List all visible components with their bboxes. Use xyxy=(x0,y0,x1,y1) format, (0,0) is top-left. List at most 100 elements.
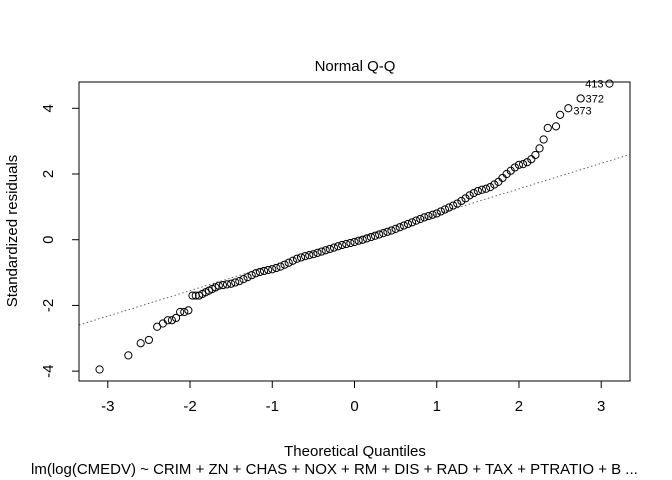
data-point xyxy=(95,365,104,374)
data-point xyxy=(477,185,487,194)
data-point xyxy=(510,163,519,172)
data-point xyxy=(231,278,240,287)
data-point xyxy=(440,205,450,214)
data-point xyxy=(176,307,185,317)
data-point xyxy=(329,243,339,252)
data-point xyxy=(288,256,297,265)
data-point xyxy=(280,260,289,269)
data-point xyxy=(180,307,189,317)
data-point xyxy=(416,214,425,224)
data-point xyxy=(321,246,330,255)
data-point xyxy=(292,254,302,263)
data-point xyxy=(218,280,228,290)
data-point xyxy=(486,183,495,192)
data-point xyxy=(518,160,528,169)
data-point xyxy=(387,226,396,235)
plot-frame xyxy=(78,81,631,382)
data-point xyxy=(605,79,614,88)
data-point xyxy=(358,235,367,244)
reference-line xyxy=(79,153,630,326)
data-point xyxy=(272,263,281,273)
x-tick-label: -1 xyxy=(266,398,279,415)
y-tick-label: -2 xyxy=(40,299,57,312)
x-tick-label: -3 xyxy=(101,398,114,415)
data-point xyxy=(309,250,318,259)
data-point xyxy=(432,209,441,218)
data-point xyxy=(403,219,413,229)
y-tick-label: 4 xyxy=(40,104,57,112)
data-point xyxy=(531,150,540,160)
x-tick-label: 0 xyxy=(350,398,358,415)
data-point xyxy=(305,251,314,260)
y-axis-label: Standardized residuals xyxy=(4,155,21,308)
data-point xyxy=(399,221,408,230)
y-tick-label: 2 xyxy=(40,170,57,178)
data-point xyxy=(171,313,181,323)
data-point xyxy=(255,267,265,277)
data-point xyxy=(144,335,154,345)
data-point xyxy=(235,277,244,286)
data-point xyxy=(420,213,429,222)
data-point xyxy=(346,238,355,248)
data-point xyxy=(395,223,404,232)
data-point xyxy=(317,247,326,256)
point-annotation: 373 xyxy=(573,105,591,117)
data-point xyxy=(124,351,133,360)
data-point xyxy=(461,194,470,203)
data-point xyxy=(227,279,236,288)
data-point xyxy=(313,248,322,257)
data-point xyxy=(251,269,260,278)
data-point xyxy=(543,123,552,133)
x-tick-label: 3 xyxy=(597,398,605,415)
data-point xyxy=(539,135,548,144)
data-point xyxy=(247,271,256,280)
data-point xyxy=(555,110,565,119)
data-point xyxy=(375,230,384,239)
data-point xyxy=(473,186,482,196)
chart-caption: lm(log(CMEDV) ~ CRIM + ZN + CHAS + NOX +… xyxy=(31,461,638,478)
data-point xyxy=(576,94,585,103)
data-point xyxy=(564,104,573,113)
data-point xyxy=(457,196,466,206)
data-point xyxy=(362,234,371,243)
x-tick-label: 2 xyxy=(515,398,523,415)
data-point xyxy=(184,306,193,315)
data-point xyxy=(498,173,507,183)
y-tick-label: 0 xyxy=(40,236,57,244)
data-point xyxy=(469,188,478,198)
data-point xyxy=(391,224,400,233)
data-point xyxy=(370,231,380,240)
data-point xyxy=(527,155,536,164)
data-point xyxy=(163,316,172,325)
data-point xyxy=(188,291,197,300)
point-annotation: 413 xyxy=(585,79,603,91)
data-point xyxy=(535,144,544,153)
y-tick-label: -4 xyxy=(40,364,57,377)
data-point xyxy=(350,237,359,247)
reference-line-layer xyxy=(79,153,630,326)
data-point xyxy=(449,201,458,210)
x-tick-label: 1 xyxy=(433,398,441,415)
point-annotation: 372 xyxy=(586,93,604,105)
data-point xyxy=(436,207,445,216)
data-point xyxy=(465,191,474,200)
data-point xyxy=(264,265,273,275)
data-point xyxy=(354,236,363,245)
data-point xyxy=(222,280,232,289)
data-point xyxy=(167,316,177,325)
data-point xyxy=(424,211,433,221)
data-point xyxy=(481,184,491,193)
data-point xyxy=(551,122,561,131)
data-point xyxy=(284,258,293,267)
data-point xyxy=(136,339,145,348)
chart-title: Normal Q-Q xyxy=(315,58,396,75)
data-point xyxy=(412,216,421,225)
data-point xyxy=(342,239,351,249)
data-point xyxy=(428,210,437,219)
data-point xyxy=(407,218,417,227)
data-point xyxy=(444,203,454,212)
data-point xyxy=(514,160,524,169)
data-point xyxy=(383,227,392,236)
